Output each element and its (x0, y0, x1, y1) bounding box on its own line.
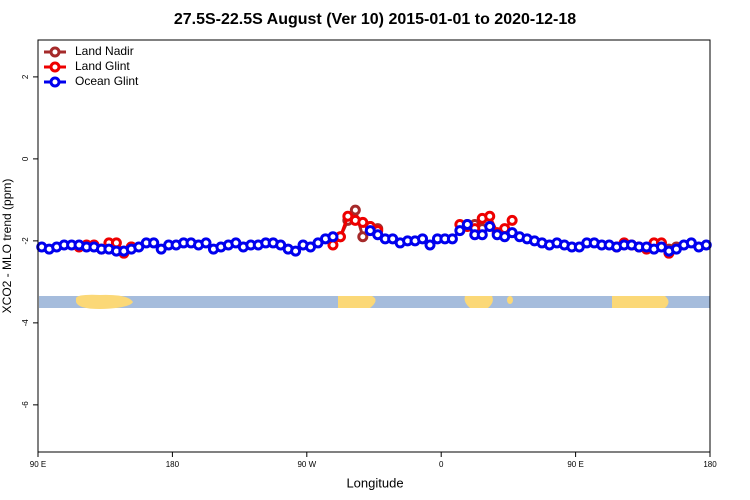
data-point (290, 245, 302, 257)
data-point (357, 231, 369, 243)
data-point (454, 225, 466, 237)
x-tick-label: 0 (439, 460, 444, 469)
plot-frame (37, 39, 711, 453)
y-tick-label: -4 (21, 319, 30, 327)
legend-marker (49, 76, 61, 88)
land-patch (507, 296, 513, 304)
land-patch (464, 296, 493, 308)
legend-marker (49, 61, 61, 73)
y-tick-label: 0 (21, 156, 30, 161)
y-tick-label: 2 (21, 74, 30, 79)
data-point (446, 233, 458, 245)
data-point (148, 237, 160, 249)
data-point (484, 221, 496, 233)
x-axis-label: Longitude (346, 475, 403, 490)
x-tick-label: 180 (703, 460, 717, 469)
data-point (349, 204, 361, 216)
data-point (700, 239, 712, 251)
y-tick-label: -6 (21, 401, 30, 409)
chart-title: 27.5S-22.5S August (Ver 10) 2015-01-01 t… (174, 11, 576, 28)
data-point (424, 239, 436, 251)
land-mask (39, 294, 710, 309)
data-point (327, 231, 339, 243)
land-patch (612, 296, 669, 308)
plot-area (36, 204, 712, 259)
x-tick-label: 90 E (567, 460, 583, 469)
y-axis-label: XCO2 - MLO trend (ppm) (0, 179, 14, 314)
y-tick-label: -2 (21, 237, 30, 245)
data-point (200, 237, 212, 249)
data-point (484, 210, 496, 222)
data-point (417, 233, 429, 245)
x-tick-label: 90 W (297, 460, 316, 469)
x-tick-label: 90 E (30, 460, 46, 469)
land-patch (76, 294, 133, 309)
data-point (506, 214, 518, 226)
legend-label: Land Glint (75, 59, 130, 73)
data-point (476, 229, 488, 241)
data-point (461, 218, 473, 230)
legend-label: Ocean Glint (75, 74, 139, 88)
legend-label: Land Nadir (75, 44, 134, 58)
x-tick-label: 180 (166, 460, 180, 469)
land-patch (338, 296, 376, 308)
legend-marker (49, 46, 61, 58)
